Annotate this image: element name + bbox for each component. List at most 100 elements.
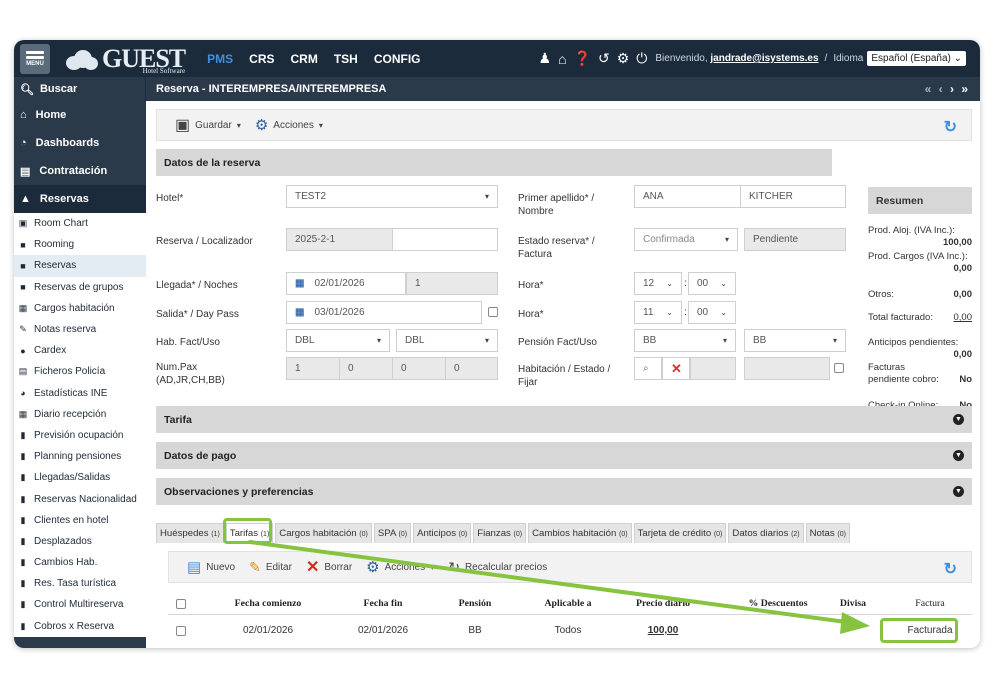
tab-fianzas[interactable]: Fianzas (0) <box>473 523 527 543</box>
pax-ad-field[interactable]: 1 <box>286 357 340 380</box>
sidebar-item-contratacion[interactable]: ▤ Contratación <box>14 157 146 185</box>
day-pass-checkbox[interactable] <box>488 307 498 317</box>
settings-icon[interactable]: ⚙ <box>616 50 630 66</box>
tab-tarjeta-credito[interactable]: Tarjeta de crédito (0) <box>633 523 727 543</box>
room-clear-button[interactable]: ✕ <box>662 357 690 380</box>
locator-extra-field[interactable] <box>392 228 498 251</box>
hotel-select[interactable]: TEST2 ▾ <box>286 185 498 208</box>
calendar-icon[interactable]: ▦ <box>295 278 305 289</box>
table-row[interactable]: 02/01/2026 02/01/2026 BB Todos 100,00 Fa… <box>168 620 972 642</box>
tab-cargos-habitacion[interactable]: Cargos habitación (0) <box>275 523 372 543</box>
nav-crm[interactable]: CRM <box>290 51 318 66</box>
sidebar-item-reservas-nacionalidad[interactable]: ▮ Reservas Nacionalidad <box>14 488 146 509</box>
recalculate-button[interactable]: ↻ Recalcular precios <box>448 559 547 576</box>
departure-hour-select[interactable]: 11 ⌄ <box>634 301 682 324</box>
room-fact-select[interactable]: DBL ▾ <box>286 329 390 352</box>
room-search-button[interactable]: ⌕ <box>634 357 662 380</box>
sidebar-item-llegadas-salidas[interactable]: ▮ Llegadas/Salidas <box>14 467 146 488</box>
new-button[interactable]: ▤ Nuevo <box>187 558 235 576</box>
sidebar-item-cargos-habitacion[interactable]: ▦ Cargos habitación <box>14 298 146 319</box>
actions-button[interactable]: ⚙ Acciones ▾ <box>255 116 323 134</box>
section-datos-pago[interactable]: Datos de pago ▼ <box>156 442 972 469</box>
chevron-down-icon[interactable]: ▼ <box>953 486 964 497</box>
sidebar-item-ficheros-policia[interactable]: ▤ Ficheros Policía <box>14 361 146 382</box>
tab-huespedes[interactable]: Huéspedes (1) <box>156 523 224 543</box>
sidebar-item-tasa-turistica[interactable]: ▮ Res. Tasa turística <box>14 573 146 594</box>
nav-pms[interactable]: PMS <box>207 51 234 66</box>
column-header[interactable]: Divisa <box>839 598 867 609</box>
room-uso-select[interactable]: DBL ▾ <box>396 329 498 352</box>
section-tarifa[interactable]: Tarifa ▼ <box>156 406 972 433</box>
sidebar-item-home[interactable]: ⌂ Home <box>14 101 146 129</box>
column-header[interactable]: Precio diario <box>636 598 690 609</box>
sidebar-item-notas-reserva[interactable]: ✎ Notas reserva <box>14 319 146 340</box>
user-email-link[interactable]: jandrade@isystems.es <box>710 53 819 64</box>
save-button[interactable]: ▣ Guardar ▾ <box>175 115 241 135</box>
sidebar-item-diario-recepcion[interactable]: ▦ Diario recepción <box>14 404 146 425</box>
column-header[interactable]: % Descuentos <box>748 598 808 609</box>
nights-field[interactable]: 1 <box>406 272 498 295</box>
search-button[interactable]: 🔍︎ Buscar <box>14 77 146 101</box>
row-checkbox[interactable] <box>176 626 186 636</box>
sidebar-item-desplazados[interactable]: ▮ Desplazados <box>14 531 146 552</box>
column-header[interactable]: Factura <box>915 598 945 609</box>
sidebar-item-cobros-reserva[interactable]: ▮ Cobros x Reserva <box>14 616 146 637</box>
sidebar-item-planning-pensiones[interactable]: ▮ Planning pensiones <box>14 446 146 467</box>
history-icon[interactable]: ↺ <box>597 50 610 66</box>
delete-button[interactable]: ✕ Borrar <box>306 557 352 577</box>
resumen-value[interactable]: 0,00 <box>953 312 973 323</box>
fix-room-checkbox[interactable] <box>834 363 844 373</box>
arrival-date-field[interactable]: ▦ 02/01/2026 <box>286 272 406 295</box>
section-observaciones[interactable]: Observaciones y preferencias ▼ <box>156 478 972 505</box>
nav-tsh[interactable]: TSH <box>333 51 358 66</box>
board-fact-select[interactable]: BB ▾ <box>634 329 736 352</box>
last-record-icon[interactable]: » <box>961 82 970 96</box>
sidebar-item-reservas-grupos[interactable]: ■ Reservas de grupos <box>14 277 146 298</box>
arrival-min-select[interactable]: 00 ⌄ <box>688 272 736 295</box>
sidebar-item-prevision-ocupacion[interactable]: ▮ Previsión ocupación <box>14 425 146 446</box>
refresh-icon[interactable]: ↻ <box>943 561 957 578</box>
refresh-icon[interactable]: ↻ <box>943 119 957 136</box>
language-select[interactable]: Español (España) ⌄ <box>867 51 967 66</box>
board-uso-select[interactable]: BB ▾ <box>744 329 846 352</box>
tab-tarifas[interactable]: Tarifas (1) <box>225 523 274 543</box>
nav-crs[interactable]: CRS <box>249 51 275 66</box>
cell-price[interactable]: 100,00 <box>647 625 679 636</box>
status-select[interactable]: Confirmada ▾ <box>634 228 738 251</box>
tab-cambios-habitacion[interactable]: Cambios habitación (0) <box>528 523 632 543</box>
chevron-down-icon[interactable]: ▼ <box>953 450 964 461</box>
home-icon[interactable]: ⌂ <box>558 50 567 67</box>
sidebar-item-room-chart[interactable]: ▣ Room Chart <box>14 213 146 234</box>
tab-datos-diarios[interactable]: Datos diarios (2) <box>728 523 804 543</box>
sidebar-item-clientes-hotel[interactable]: ▮ Clientes en hotel <box>14 510 146 531</box>
sidebar-item-reservas[interactable]: ■ Reservas <box>14 255 146 277</box>
nav-config[interactable]: CONFIG <box>373 51 421 66</box>
menu-button[interactable]: MENU <box>20 43 50 74</box>
pax-jr-field[interactable]: 0 <box>339 357 393 380</box>
sidebar-item-reservas-group[interactable]: ▲ Reservas <box>14 185 146 213</box>
sidebar-item-dashboards[interactable]: ◔ Dashboards <box>14 129 146 157</box>
sidebar-item-cardex[interactable]: ● Cardex <box>14 340 146 361</box>
next-record-icon[interactable]: › <box>949 82 956 96</box>
edit-button[interactable]: ✎ Editar <box>249 559 292 576</box>
bell-icon[interactable]: ♟ <box>538 50 552 66</box>
chevron-down-icon[interactable]: ▼ <box>953 414 964 425</box>
column-header[interactable]: Aplicable a <box>544 598 592 609</box>
select-all-checkbox[interactable] <box>176 599 186 609</box>
column-header[interactable]: Fecha comienzo <box>234 598 302 609</box>
pax-bb-field[interactable]: 0 <box>445 357 498 380</box>
name-field[interactable]: KITCHER <box>740 185 846 208</box>
calendar-icon[interactable]: ▦ <box>295 307 305 318</box>
help-icon[interactable]: ❓ <box>573 50 591 66</box>
column-header[interactable]: Fecha fin <box>363 598 403 609</box>
sidebar-item-cambios-hab[interactable]: ▮ Cambios Hab. <box>14 552 146 573</box>
prev-record-icon[interactable]: ‹ <box>938 82 945 96</box>
arrival-hour-select[interactable]: 12 ⌄ <box>634 272 682 295</box>
sidebar-item-rooming[interactable]: ■ Rooming <box>14 234 146 255</box>
departure-date-field[interactable]: ▦ 03/01/2026 <box>286 301 482 324</box>
power-icon[interactable]: ⏻ <box>636 50 648 66</box>
logo[interactable]: GUEST Hotel Software <box>62 40 186 77</box>
sidebar-item-control-multireserva[interactable]: ▮ Control Multireserva <box>14 594 146 615</box>
column-header[interactable]: Pensión <box>458 598 492 609</box>
departure-min-select[interactable]: 00 ⌄ <box>688 301 736 324</box>
